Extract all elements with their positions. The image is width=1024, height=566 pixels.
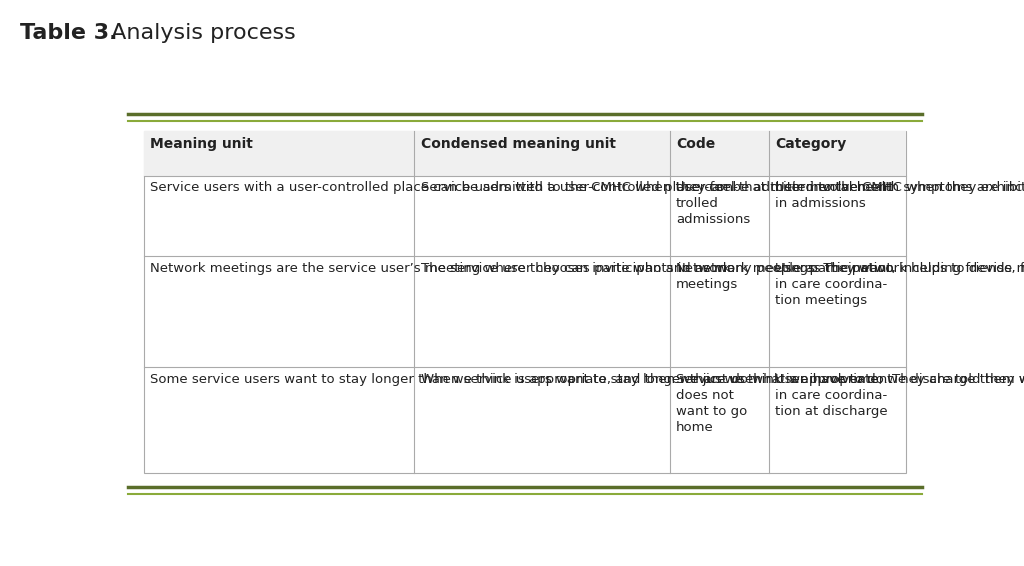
- Text: When service users want to stay longer than we think is appropriate, we discharg: When service users want to stay longer t…: [421, 373, 1024, 386]
- Text: User involvement
in care coordina-
tion at discharge: User involvement in care coordina- tion …: [775, 373, 893, 418]
- Text: Service users with a user-controlled place can be admitted to the CMHC when they: Service users with a user-controlled pla…: [151, 181, 1024, 194]
- Text: The service user chooses participants in network meetings. The network helps to : The service user chooses participants in…: [421, 261, 1024, 275]
- Text: Analysis process: Analysis process: [104, 23, 296, 42]
- Text: Category: Category: [775, 137, 846, 151]
- Bar: [143, 131, 906, 473]
- Text: Network
meetings: Network meetings: [676, 261, 738, 291]
- Text: User-con-
trolled
admissions: User-con- trolled admissions: [676, 181, 751, 226]
- Text: Meaning unit: Meaning unit: [151, 137, 253, 151]
- Text: Some service users want to stay longer than we think is appropriate, and then we: Some service users want to stay longer t…: [151, 373, 1024, 386]
- Bar: [143, 131, 906, 175]
- Text: Code: Code: [676, 137, 715, 151]
- Text: Service user
does not
want to go
home: Service user does not want to go home: [676, 373, 759, 434]
- Text: Service users with a user-controlled place can be admitted to the CMHC when they: Service users with a user-controlled pla…: [421, 181, 1024, 194]
- Text: Condensed meaning unit: Condensed meaning unit: [421, 137, 615, 151]
- Text: User participation
in care coordina-
tion meetings: User participation in care coordina- tio…: [775, 261, 894, 307]
- Text: Network meetings are the service user’s meeting where they can invite who and as: Network meetings are the service user’s …: [151, 261, 1024, 275]
- Text: Table 3.: Table 3.: [20, 23, 118, 42]
- Text: User involvement
in admissions: User involvement in admissions: [775, 181, 893, 210]
